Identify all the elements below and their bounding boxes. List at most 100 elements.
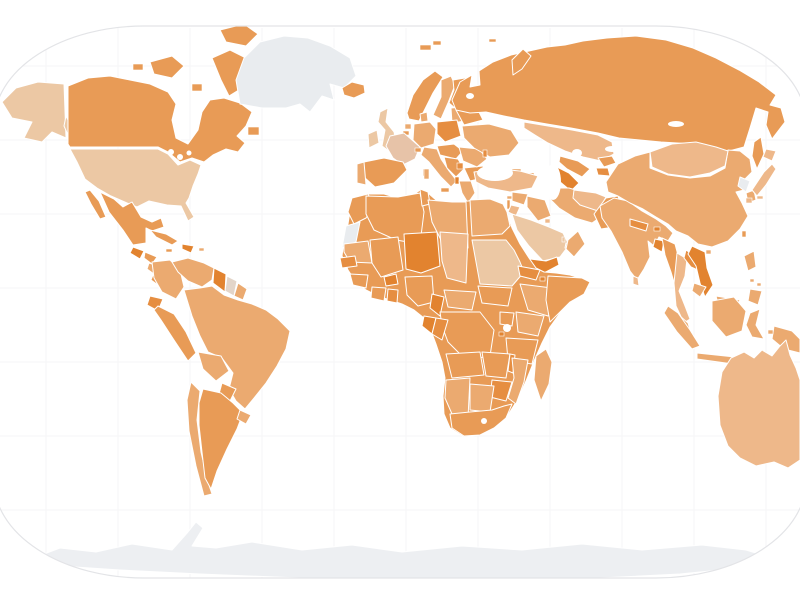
island-hokkaido[interactable]: [762, 148, 777, 162]
country-poland[interactable]: [436, 119, 462, 143]
country-serbia[interactable]: [456, 162, 464, 170]
country-south-africa[interactable]: [449, 403, 513, 437]
country-ukraine[interactable]: [461, 123, 520, 158]
country-tajikistan[interactable]: [595, 167, 611, 177]
country-australia[interactable]: [717, 339, 800, 469]
island-visayas-2[interactable]: [756, 282, 762, 287]
country-greece[interactable]: [458, 180, 476, 204]
country-germany[interactable]: [412, 121, 437, 149]
country-ghana[interactable]: [386, 288, 399, 304]
country-nigeria[interactable]: [404, 275, 435, 307]
country-central-african-republic[interactable]: [443, 289, 477, 311]
country-somalia[interactable]: [545, 275, 591, 323]
country-peru[interactable]: [153, 305, 197, 362]
country-denmark[interactable]: [419, 111, 429, 123]
island-taiwan[interactable]: [741, 230, 747, 238]
island-newfoundland[interactable]: [247, 126, 260, 136]
country-zambia[interactable]: [481, 351, 511, 379]
island-sardinia[interactable]: [423, 168, 430, 180]
country-eritrea[interactable]: [517, 265, 541, 281]
country-cuba[interactable]: [149, 229, 179, 246]
island-moluccas[interactable]: [767, 329, 774, 335]
country-netherlands[interactable]: [404, 123, 412, 130]
country-bangladesh[interactable]: [652, 238, 665, 253]
country-albania[interactable]: [454, 176, 460, 185]
country-cameroon[interactable]: [429, 293, 445, 317]
country-thailand[interactable]: [673, 252, 691, 324]
country-iraq[interactable]: [526, 195, 552, 222]
island-madagascar[interactable]: [533, 348, 553, 402]
island-sumatra[interactable]: [663, 305, 701, 350]
region-french-guiana[interactable]: [233, 282, 248, 301]
country-botswana[interactable]: [469, 383, 495, 413]
country-senegal[interactable]: [339, 255, 358, 269]
island-victoria[interactable]: [149, 55, 185, 79]
country-oman[interactable]: [565, 230, 586, 258]
country-angola[interactable]: [445, 351, 485, 379]
country-portugal[interactable]: [356, 161, 367, 186]
island-svalbard-east[interactable]: [432, 40, 442, 46]
country-bolivia[interactable]: [197, 351, 230, 382]
country-qatar[interactable]: [561, 236, 566, 243]
country-congo[interactable]: [431, 317, 449, 341]
country-uganda[interactable]: [499, 311, 515, 327]
country-ivory-coast[interactable]: [370, 286, 387, 302]
country-venezuela[interactable]: [171, 257, 215, 288]
country-sweden[interactable]: [432, 75, 456, 120]
country-ireland[interactable]: [367, 129, 380, 149]
country-north-korea[interactable]: [737, 176, 751, 193]
country-saudi-arabia[interactable]: [511, 213, 570, 262]
country-niger[interactable]: [403, 231, 441, 274]
island-southampton[interactable]: [191, 83, 203, 92]
country-france[interactable]: [385, 132, 421, 166]
region-antarctica[interactable]: [27, 521, 773, 580]
island-franz-josef[interactable]: [488, 38, 497, 43]
country-chad[interactable]: [439, 231, 469, 284]
island-svalbard[interactable]: [419, 44, 432, 51]
country-vietnam[interactable]: [687, 245, 714, 298]
island-novaya-zemlya[interactable]: [511, 48, 532, 76]
country-iceland[interactable]: [341, 81, 366, 99]
island-borneo[interactable]: [711, 296, 747, 338]
country-mongolia[interactable]: [649, 141, 729, 178]
region-greenland[interactable]: [235, 35, 357, 113]
country-sri-lanka[interactable]: [632, 275, 640, 287]
country-south-sudan[interactable]: [477, 285, 513, 307]
region-austria-hungary[interactable]: [436, 143, 464, 160]
country-china[interactable]: [605, 149, 753, 248]
country-egypt[interactable]: [469, 198, 511, 237]
island-kyushu[interactable]: [745, 197, 753, 204]
country-russia[interactable]: [451, 35, 786, 152]
country-uzbekistan[interactable]: [558, 155, 591, 178]
country-kuwait[interactable]: [544, 218, 551, 224]
country-italy[interactable]: [420, 146, 458, 188]
country-uruguay[interactable]: [236, 409, 252, 425]
country-mozambique[interactable]: [507, 357, 529, 405]
island-luzon[interactable]: [743, 250, 757, 272]
country-kenya[interactable]: [515, 311, 545, 337]
region-baja-california[interactable]: [84, 189, 107, 220]
country-djibouti[interactable]: [539, 276, 546, 282]
country-mali[interactable]: [369, 236, 404, 278]
country-kyrgyzstan[interactable]: [597, 155, 617, 168]
country-nepal[interactable]: [629, 218, 649, 232]
country-switzerland[interactable]: [414, 147, 422, 153]
country-argentina[interactable]: [198, 388, 244, 490]
island-hispaniola[interactable]: [181, 243, 195, 254]
country-moldova[interactable]: [482, 149, 488, 158]
country-israel[interactable]: [506, 199, 511, 210]
country-rwanda[interactable]: [498, 331, 505, 337]
island-hainan[interactable]: [705, 249, 712, 255]
island-banks[interactable]: [132, 63, 144, 71]
island-puerto-rico[interactable]: [198, 247, 205, 252]
country-canada[interactable]: [67, 75, 253, 163]
island-cyprus[interactable]: [506, 195, 513, 200]
island-sakhalin[interactable]: [751, 136, 765, 170]
country-guatemala[interactable]: [129, 246, 145, 260]
country-burkina-faso[interactable]: [383, 273, 399, 287]
island-sicily[interactable]: [440, 187, 450, 193]
country-jamaica[interactable]: [165, 248, 173, 253]
country-alaska[interactable]: [1, 81, 67, 143]
region-balkans[interactable]: [443, 156, 465, 178]
island-visayas[interactable]: [749, 278, 755, 283]
